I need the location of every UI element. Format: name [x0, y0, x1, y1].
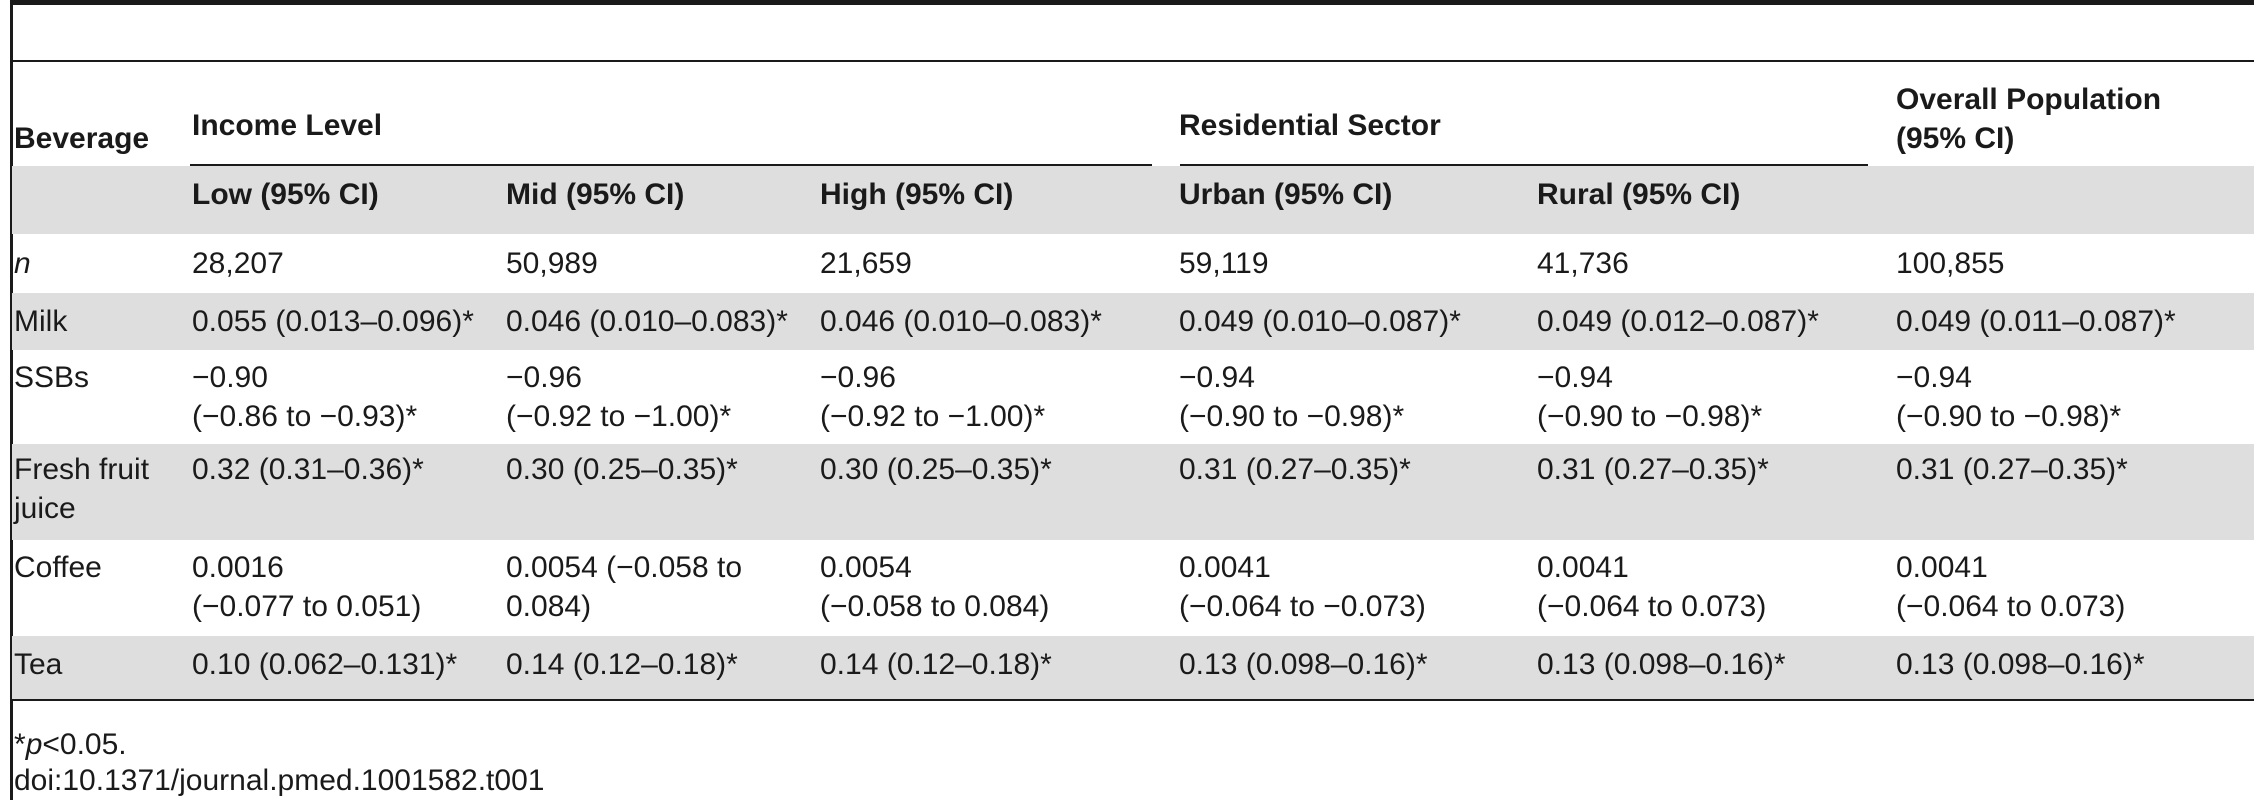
- table-cell: 0.0041: [1537, 551, 1629, 584]
- left-border: [10, 0, 13, 800]
- header-low: Low (95% CI): [192, 178, 379, 211]
- header-residential-sector: Residential Sector: [1179, 109, 1441, 142]
- table-cell: −0.90: [192, 361, 268, 394]
- row-label: Fresh fruit: [14, 453, 150, 486]
- footnote-p-threshold: <0.05.: [42, 728, 127, 761]
- table-cell: 0.0041: [1179, 551, 1271, 584]
- header-overall-line1: Overall Population: [1896, 83, 2162, 116]
- table-cell: −0.94: [1896, 361, 1972, 394]
- table-cell: 0.31 (0.27–0.35)*: [1896, 453, 2128, 486]
- header-overall-line2: (95% CI): [1896, 122, 2015, 155]
- table-cell: (−0.064 to 0.073): [1896, 590, 2126, 623]
- table-cell: 0.13 (0.098–0.16)*: [1179, 648, 1428, 681]
- table-cell: (−0.077 to 0.051): [192, 590, 422, 623]
- table-cell: 0.0016: [192, 551, 284, 584]
- header-high: High (95% CI): [820, 178, 1014, 211]
- table-cell: 0.32 (0.31–0.36)*: [192, 453, 424, 486]
- table-cell: 21,659: [820, 247, 912, 280]
- row-label: n: [14, 247, 31, 280]
- table-cell: −0.94: [1537, 361, 1613, 394]
- table-cell: (−0.92 to −1.00)*: [820, 400, 1046, 433]
- table-cell: 0.0054 (−0.058 to: [506, 551, 743, 584]
- table-cell: 0.0054: [820, 551, 912, 584]
- table-cell: (−0.90 to −0.98)*: [1537, 400, 1763, 433]
- table-cell: 0.13 (0.098–0.16)*: [1537, 648, 1786, 681]
- table-cell: (−0.90 to −0.98)*: [1179, 400, 1405, 433]
- income-level-rule: [190, 164, 1152, 166]
- table-cell: 0.055 (0.013–0.096)*: [192, 305, 474, 338]
- table-cell: 0.30 (0.25–0.35)*: [820, 453, 1052, 486]
- header-income-level: Income Level: [192, 109, 383, 142]
- table-cell: 0.049 (0.012–0.087)*: [1537, 305, 1819, 338]
- table-cell: (−0.92 to −1.00)*: [506, 400, 732, 433]
- top-rule: [12, 0, 2254, 5]
- table-cell: (−0.058 to 0.084): [820, 590, 1050, 623]
- table-cell: 0.0041: [1896, 551, 1988, 584]
- table-bottom-rule: [12, 699, 2254, 701]
- table-cell: 0.049 (0.010–0.087)*: [1179, 305, 1461, 338]
- table-cell: 0.046 (0.010–0.083)*: [820, 305, 1102, 338]
- footnote-asterisk: *: [14, 728, 26, 761]
- subheader-band: [12, 166, 2254, 234]
- table-cell: (−0.86 to −0.93)*: [192, 400, 418, 433]
- row-band-juice: [12, 444, 2254, 540]
- table-cell: 0.084): [506, 590, 592, 623]
- table-cell: 59,119: [1179, 247, 1269, 280]
- row-label: Milk: [14, 305, 68, 338]
- residential-sector-rule: [1180, 164, 1868, 166]
- header-rural: Rural (95% CI): [1537, 178, 1741, 211]
- table-cell: 0.30 (0.25–0.35)*: [506, 453, 738, 486]
- table-cell: 41,736: [1537, 247, 1629, 280]
- row-label: juice: [14, 492, 76, 525]
- table-cell: 0.046 (0.010–0.083)*: [506, 305, 788, 338]
- row-label: Coffee: [14, 551, 102, 584]
- table-cell: 100,855: [1896, 247, 2005, 280]
- table-cell: 28,207: [192, 247, 284, 280]
- table-cell: (−0.064 to 0.073): [1537, 590, 1767, 623]
- row-label: Tea: [14, 648, 63, 681]
- table-cell: −0.96: [820, 361, 896, 394]
- table-cell: (−0.90 to −0.98)*: [1896, 400, 2122, 433]
- table-cell: (−0.064 to −0.073): [1179, 590, 1426, 623]
- table-cell: 0.049 (0.011–0.087)*: [1896, 305, 2176, 338]
- table-cell: 50,989: [506, 247, 598, 280]
- table-cell: −0.96: [506, 361, 582, 394]
- row-band-tea: [12, 636, 2254, 699]
- footnote-p-symbol: p: [25, 728, 43, 761]
- table-cell: 0.10 (0.062–0.131)*: [192, 648, 458, 681]
- table-cell: −0.94: [1179, 361, 1255, 394]
- doi-footnote: doi:10.1371/journal.pmed.1001582.t001: [14, 764, 545, 797]
- row-label: SSBs: [14, 361, 90, 394]
- header-beverage: Beverage: [14, 122, 150, 155]
- table-cell: 0.14 (0.12–0.18)*: [506, 648, 738, 681]
- table-cell: 0.14 (0.12–0.18)*: [820, 648, 1052, 681]
- table-cell: 0.13 (0.098–0.16)*: [1896, 648, 2145, 681]
- significance-footnote: *p<0.05.: [14, 727, 127, 763]
- title-rule: [12, 60, 2254, 62]
- header-mid: Mid (95% CI): [506, 178, 685, 211]
- row-band-milk: [12, 293, 2254, 350]
- table-cell: 0.31 (0.27–0.35)*: [1179, 453, 1411, 486]
- header-urban: Urban (95% CI): [1179, 178, 1393, 211]
- table-cell: 0.31 (0.27–0.35)*: [1537, 453, 1769, 486]
